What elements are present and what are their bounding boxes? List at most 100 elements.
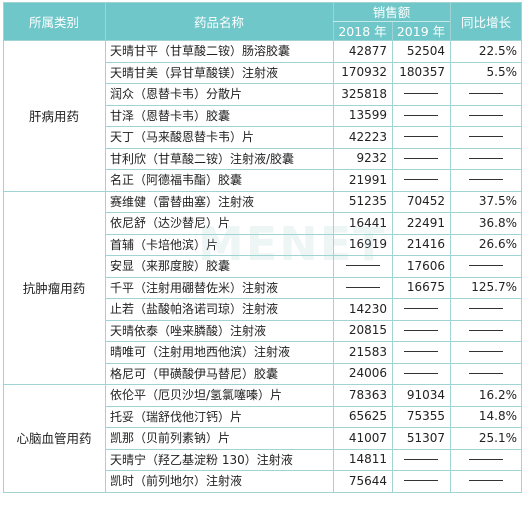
sales-2019-empty xyxy=(392,169,450,191)
dash-mark xyxy=(404,114,438,116)
dash-mark xyxy=(469,329,503,331)
sales-2018: 14811 xyxy=(348,452,387,467)
yoy-growth: 5.5% xyxy=(486,65,518,80)
yoy-growth-empty xyxy=(450,126,522,148)
drug-name: 依尼舒（达沙替尼）片 xyxy=(110,216,231,231)
grid-vline xyxy=(333,2,334,492)
header-2019: 2019 年 xyxy=(392,21,450,40)
drug-name: 止若（盐酸帕洛诺司琼）注射液 xyxy=(110,302,279,317)
drug-name: 凯那（贝前列素钠）片 xyxy=(110,431,231,446)
yoy-growth-empty xyxy=(450,298,522,320)
yoy-growth: 22.5% xyxy=(478,43,517,58)
drug-name: 天晴依泰（唑来膦酸）注射液 xyxy=(110,323,267,338)
yoy-growth-empty xyxy=(450,169,522,191)
grid-hline xyxy=(3,40,522,41)
sales-2019: 21416 xyxy=(406,237,445,252)
drug-name: 凯时（前列地尔）注射液 xyxy=(110,474,243,489)
sales-2018: 24006 xyxy=(348,366,387,381)
sales-2019-empty xyxy=(392,341,450,363)
grid-hline xyxy=(105,126,522,127)
header-yoy: 同比增长 xyxy=(450,2,522,40)
grid-hline xyxy=(105,427,522,428)
dash-mark xyxy=(469,458,503,460)
category-label: 肝病用药 xyxy=(3,40,105,191)
yoy-growth: 14.8% xyxy=(478,409,517,424)
dash-mark xyxy=(404,480,438,482)
yoy-growth: 37.5% xyxy=(478,194,517,209)
sales-2018: 9232 xyxy=(356,151,387,166)
grid-vline xyxy=(450,2,451,492)
drug-name: 天晴宁（羟乙基淀粉 130）注射液 xyxy=(110,452,293,467)
grid-vline xyxy=(3,2,4,492)
yoy-growth: 125.7% xyxy=(471,280,517,295)
sales-2018: 20815 xyxy=(348,323,387,338)
grid-hline xyxy=(105,341,522,342)
yoy-growth-empty xyxy=(450,320,522,342)
drug-name: 安显（来那度胺）胶囊 xyxy=(110,259,231,274)
dash-mark xyxy=(345,265,380,267)
sales-2018: 41007 xyxy=(348,430,387,445)
drug-name: 格尼可（甲磺酸伊马替尼）胶囊 xyxy=(110,366,279,381)
grid-hline xyxy=(105,212,522,213)
grid-hline xyxy=(105,169,522,170)
grid-hline xyxy=(105,105,522,106)
grid-hline xyxy=(3,492,522,493)
grid-hline xyxy=(105,363,522,364)
dash-mark xyxy=(469,179,503,181)
yoy-growth-empty xyxy=(450,148,522,170)
sales-2019: 52504 xyxy=(406,43,445,58)
sales-2018: 325818 xyxy=(341,86,387,101)
sales-2019: 91034 xyxy=(406,387,445,402)
grid-hline xyxy=(105,255,522,256)
sales-table: 所属类别 药品名称 销售额 2018 年 2019 年 同比增长 天晴甘平（甘草… xyxy=(3,2,522,509)
sales-2019: 51307 xyxy=(406,430,445,445)
sales-2018: 16441 xyxy=(348,215,387,230)
yoy-growth-empty xyxy=(450,255,522,277)
sales-2019: 16675 xyxy=(406,280,445,295)
header-drug-name: 药品名称 xyxy=(105,2,333,40)
sales-2018: 42877 xyxy=(348,43,387,58)
dash-mark xyxy=(404,372,438,374)
grid-hline xyxy=(3,384,522,385)
grid-hline xyxy=(105,148,522,149)
yoy-growth-empty xyxy=(450,105,522,127)
sales-2019: 180357 xyxy=(399,65,445,80)
sales-2018: 16919 xyxy=(348,237,387,252)
yoy-growth: 25.1% xyxy=(478,430,517,445)
drug-name: 首辅（卡培他滨）片 xyxy=(110,237,219,252)
sales-2019: 17606 xyxy=(406,258,445,273)
dash-mark xyxy=(404,308,438,310)
dash-mark xyxy=(404,179,438,181)
dash-mark xyxy=(404,136,438,138)
drug-name: 甘泽（恩替卡韦）胶囊 xyxy=(110,108,231,123)
dash-mark xyxy=(469,351,503,353)
yoy-growth: 16.2% xyxy=(478,387,517,402)
sales-2018: 75644 xyxy=(348,473,387,488)
dash-mark xyxy=(404,458,438,460)
grid-vline xyxy=(392,21,393,492)
grid-vline xyxy=(105,2,106,492)
dash-mark xyxy=(404,157,438,159)
grid-vline xyxy=(521,2,522,492)
sales-2019: 70452 xyxy=(406,194,445,209)
grid-hline xyxy=(105,470,522,471)
dash-mark xyxy=(345,286,380,288)
dash-mark xyxy=(404,329,438,331)
dash-mark xyxy=(469,93,503,95)
category-label: 抗肿瘤用药 xyxy=(3,190,105,384)
sales-2019-empty xyxy=(392,83,450,105)
yoy-growth-empty xyxy=(450,363,522,385)
sales-2019-empty xyxy=(392,449,450,471)
header-category: 所属类别 xyxy=(3,2,105,40)
drug-name: 甘利欣（甘草酸二铵）注射液/胶囊 xyxy=(110,151,295,166)
dash-mark xyxy=(469,265,503,267)
category-label: 心脑血管用药 xyxy=(3,384,105,492)
yoy-growth-empty xyxy=(450,449,522,471)
sales-2019-empty xyxy=(392,298,450,320)
yoy-growth-empty xyxy=(450,470,522,492)
dash-mark xyxy=(469,480,503,482)
grid-hline xyxy=(105,298,522,299)
dash-mark xyxy=(469,157,503,159)
grid-hline xyxy=(105,277,522,278)
drug-name: 天晴甘平（甘草酸二铵）肠溶胶囊 xyxy=(110,44,291,59)
